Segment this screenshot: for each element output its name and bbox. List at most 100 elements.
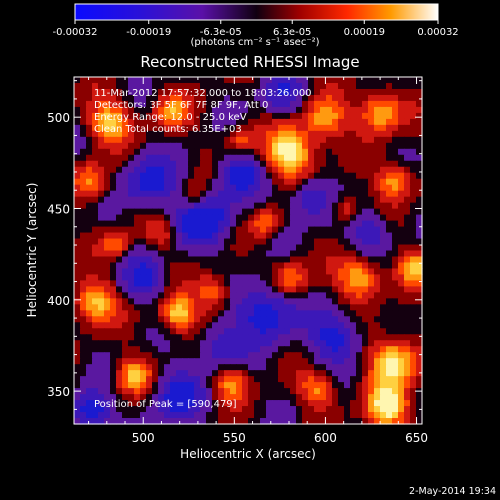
- heatmap-cell: [128, 112, 135, 120]
- heatmap-cell: [314, 100, 321, 108]
- heatmap-cell: [134, 292, 141, 299]
- heatmap-cell: [254, 298, 261, 305]
- heatmap-cell: [338, 136, 345, 144]
- heatmap-cell: [374, 394, 381, 401]
- heatmap-cell: [302, 88, 309, 96]
- heatmap-cell: [356, 250, 363, 258]
- heatmap-cell: [386, 382, 393, 389]
- heatmap-cell: [362, 304, 369, 311]
- heatmap-cell: [92, 244, 99, 252]
- heatmap-cell: [290, 394, 297, 401]
- heatmap-cell: [146, 77, 153, 84]
- heatmap-cell: [314, 412, 321, 419]
- heatmap-cell: [398, 136, 405, 144]
- heatmap-cell: [410, 256, 417, 264]
- heatmap-cell: [128, 118, 135, 126]
- heatmap-cell: [140, 382, 147, 389]
- heatmap-cell: [326, 388, 333, 395]
- heatmap-cell: [122, 100, 129, 108]
- heatmap-cell: [284, 292, 291, 299]
- heatmap-cell: [374, 220, 381, 228]
- heatmap-cell: [122, 178, 129, 186]
- heatmap-cell: [392, 106, 399, 114]
- heatmap-cell: [272, 364, 279, 371]
- heatmap-cell: [224, 298, 231, 305]
- heatmap-cell: [398, 292, 405, 299]
- heatmap-cell: [248, 142, 255, 150]
- heatmap-cell: [218, 358, 225, 365]
- heatmap-cell: [194, 340, 201, 347]
- heatmap-cell: [212, 160, 219, 168]
- heatmap-cell: [362, 250, 369, 258]
- heatmap-cell: [266, 322, 273, 329]
- heatmap-cell: [380, 358, 387, 365]
- heatmap-cell: [338, 292, 345, 299]
- heatmap-cell: [398, 298, 405, 305]
- heatmap-cell: [302, 130, 309, 138]
- heatmap-cell: [314, 352, 321, 359]
- heatmap-cell: [338, 142, 345, 150]
- heatmap-cell: [290, 148, 297, 156]
- heatmap-cell: [134, 202, 141, 210]
- heatmap-cell: [248, 316, 255, 323]
- heatmap-cell: [110, 238, 117, 246]
- heatmap-cell: [104, 124, 111, 132]
- heatmap-cell: [344, 394, 351, 401]
- heatmap-cell: [218, 376, 225, 383]
- heatmap-cell: [374, 238, 381, 246]
- heatmap-cell: [386, 250, 393, 258]
- heatmap-cell: [86, 388, 93, 395]
- heatmap-cell: [80, 418, 87, 425]
- heatmap-cell: [344, 280, 351, 287]
- heatmap-cell: [290, 334, 297, 341]
- heatmap-cell: [176, 178, 183, 186]
- heatmap-cell: [380, 394, 387, 401]
- heatmap-cell: [314, 394, 321, 401]
- heatmap-cell: [326, 334, 333, 341]
- heatmap-cell: [302, 316, 309, 323]
- heatmap-cell: [170, 268, 177, 276]
- heatmap-cell: [116, 352, 123, 359]
- heatmap-cell: [98, 256, 105, 264]
- heatmap-cell: [212, 154, 219, 162]
- heatmap-cell: [212, 184, 219, 192]
- heatmap-cell: [140, 166, 147, 174]
- colorbar: -0.00032 -0.00019 -6.3e-05 6.3e-05 0.00019 0.…: [53, 3, 459, 38]
- heatmap-cell: [212, 244, 219, 252]
- heatmap-cell: [212, 88, 219, 96]
- heatmap-cell: [410, 388, 417, 395]
- heatmap-cell: [302, 340, 309, 347]
- heatmap-cell: [338, 77, 345, 84]
- heatmap-cell: [152, 148, 159, 156]
- heatmap-cell: [398, 112, 405, 120]
- heatmap-cell: [398, 106, 405, 114]
- heatmap-cell: [206, 154, 213, 162]
- heatmap-cell: [362, 172, 369, 180]
- heatmap-cell: [194, 334, 201, 341]
- heatmap-cell: [194, 286, 201, 293]
- heatmap-cell: [416, 94, 423, 102]
- heatmap-cell: [74, 136, 81, 144]
- heatmap-cell: [170, 400, 177, 407]
- heatmap-cell: [128, 154, 135, 162]
- heatmap-cell: [278, 334, 285, 341]
- heatmap-cell: [212, 118, 219, 126]
- heatmap-cell: [314, 262, 321, 270]
- heatmap-cell: [188, 394, 195, 401]
- heatmap-cell: [134, 340, 141, 347]
- heatmap-cell: [104, 88, 111, 96]
- heatmap-cell: [92, 322, 99, 329]
- heatmap-cell: [272, 100, 279, 108]
- heatmap-cell: [212, 136, 219, 144]
- heatmap-cell: [380, 268, 387, 276]
- heatmap-cell: [248, 406, 255, 413]
- heatmap-cell: [242, 196, 249, 204]
- heatmap-cell: [278, 94, 285, 102]
- heatmap-cell: [230, 394, 237, 401]
- heatmap-cell: [236, 250, 243, 258]
- heatmap-cell: [152, 268, 159, 276]
- heatmap-cell: [206, 364, 213, 371]
- heatmap-cell: [380, 316, 387, 323]
- heatmap-cell: [392, 100, 399, 108]
- heatmap-cell: [104, 244, 111, 252]
